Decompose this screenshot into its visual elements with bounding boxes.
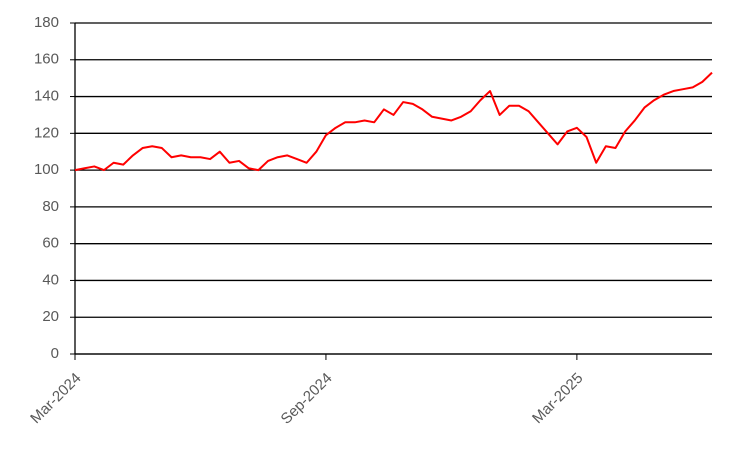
y-tick-label: 140 (34, 88, 59, 105)
line-series (74, 71, 713, 172)
y-tick-label: 160 (34, 51, 59, 68)
y-tick-label: 60 (42, 235, 59, 252)
y-tick-label: 100 (34, 161, 59, 178)
y-tick-label: 120 (34, 124, 59, 141)
y-tick-label: 40 (42, 271, 59, 288)
x-tick-label: Mar-2024 (27, 370, 84, 427)
y-tick-label: 0 (51, 345, 59, 362)
y-tick-label: 80 (42, 198, 59, 215)
x-tick-label: Sep-2024 (278, 370, 336, 428)
x-tick-label: Mar-2025 (529, 370, 586, 427)
y-tick-label: 180 (34, 14, 59, 31)
y-tick-label: 20 (42, 308, 59, 325)
